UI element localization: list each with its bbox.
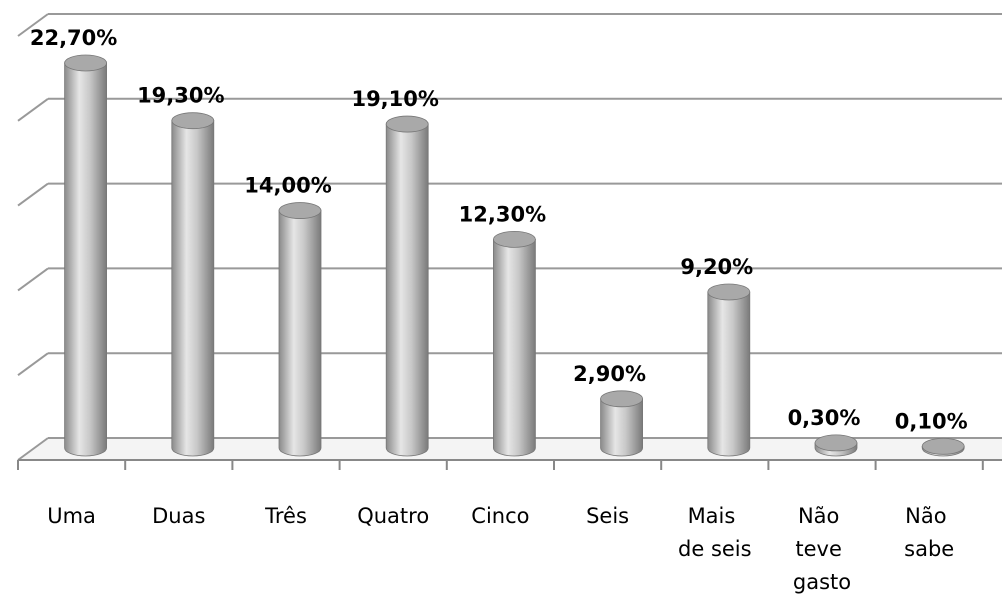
bar — [171, 112, 215, 457]
value-label: 22,70% — [30, 26, 117, 50]
x-tick-label: Não sabe — [904, 504, 954, 561]
value-label: 0,30% — [788, 406, 861, 430]
bar-body — [171, 120, 215, 457]
value-label: 12,30% — [459, 202, 546, 226]
grid-line — [17, 267, 49, 292]
bar-body — [278, 210, 322, 457]
value-label: 0,10% — [895, 409, 968, 433]
bar — [921, 437, 965, 457]
x-tick-label: Três — [264, 504, 307, 528]
x-tick-label: Quatro — [357, 504, 429, 528]
x-tick-label: Cinco — [471, 504, 529, 528]
bar-top — [921, 437, 965, 455]
bar — [707, 283, 751, 457]
bar-top — [278, 202, 322, 219]
bar-body — [600, 398, 643, 457]
bar-body — [64, 62, 107, 457]
value-label: 14,00% — [244, 174, 331, 198]
grid-line — [17, 437, 49, 461]
value-label: 19,30% — [137, 84, 224, 108]
bar-top — [385, 115, 429, 133]
grid-line — [17, 352, 49, 377]
bar-top — [493, 230, 536, 248]
value-label: 9,20% — [680, 255, 753, 279]
bar-top — [707, 283, 751, 301]
bar-body — [493, 238, 536, 457]
bar-body — [707, 291, 751, 457]
bar-body — [385, 123, 429, 457]
x-tick-label: Não teve gasto — [793, 504, 851, 594]
x-tick-label: Uma — [47, 504, 96, 528]
grid-line — [17, 13, 49, 37]
bar — [493, 230, 536, 457]
bar-top — [600, 390, 643, 408]
grid-line — [17, 97, 49, 122]
value-label: 2,90% — [573, 362, 646, 386]
bar-top — [171, 112, 215, 130]
bar-top — [64, 54, 107, 72]
bar — [64, 54, 107, 457]
x-tick-label: Seis — [586, 504, 629, 528]
value-label: 19,10% — [351, 87, 438, 111]
bar — [278, 202, 322, 457]
x-tick-label: Duas — [152, 504, 205, 528]
grid-line — [17, 182, 49, 207]
bar-top — [814, 434, 858, 452]
bar — [385, 115, 429, 457]
bar — [600, 390, 643, 457]
x-tick-label: Mais de seis — [678, 504, 752, 561]
bar — [814, 434, 858, 457]
